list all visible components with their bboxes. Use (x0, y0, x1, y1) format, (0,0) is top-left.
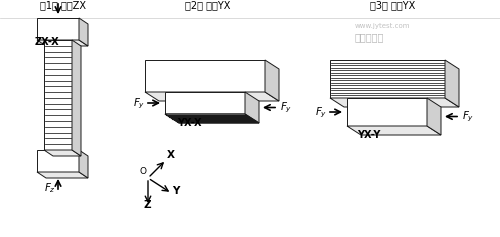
Text: www.jytest.com: www.jytest.com (355, 23, 410, 29)
Text: （1） 平面ZX: （1） 平面ZX (40, 0, 86, 10)
Text: X: X (167, 150, 175, 160)
Text: 嘉峻检测网: 嘉峻检测网 (355, 32, 384, 42)
Text: $F_y$: $F_y$ (462, 110, 474, 124)
Polygon shape (347, 98, 427, 126)
Polygon shape (145, 60, 265, 92)
Text: YX-Y: YX-Y (357, 130, 380, 140)
Text: （2） 平面YX: （2） 平面YX (185, 0, 230, 10)
Text: Y: Y (172, 186, 180, 196)
Text: Z: Z (143, 200, 150, 210)
Text: ZX-X: ZX-X (35, 37, 59, 47)
Polygon shape (79, 150, 88, 178)
Polygon shape (37, 150, 79, 172)
Polygon shape (245, 92, 259, 123)
Text: $F_z$: $F_z$ (44, 181, 56, 195)
Polygon shape (347, 126, 441, 135)
Polygon shape (145, 92, 279, 101)
Polygon shape (79, 18, 88, 46)
Polygon shape (44, 40, 72, 150)
Polygon shape (427, 98, 441, 135)
Polygon shape (44, 150, 81, 156)
Polygon shape (445, 60, 459, 107)
Text: $F_y$: $F_y$ (315, 105, 328, 120)
Polygon shape (165, 92, 245, 114)
Polygon shape (265, 60, 279, 101)
Text: （3） 平面YX: （3） 平面YX (370, 0, 415, 10)
Polygon shape (330, 98, 459, 107)
Text: $F_y$: $F_y$ (133, 96, 145, 111)
Polygon shape (37, 40, 88, 46)
Polygon shape (165, 114, 259, 123)
Text: $F_z$: $F_z$ (44, 0, 56, 3)
Text: O: O (139, 167, 146, 176)
Text: $F_y$: $F_y$ (280, 101, 292, 115)
Polygon shape (37, 18, 79, 40)
Polygon shape (72, 40, 81, 156)
Polygon shape (37, 172, 88, 178)
Polygon shape (330, 60, 445, 98)
Text: YX-X: YX-X (177, 118, 202, 128)
